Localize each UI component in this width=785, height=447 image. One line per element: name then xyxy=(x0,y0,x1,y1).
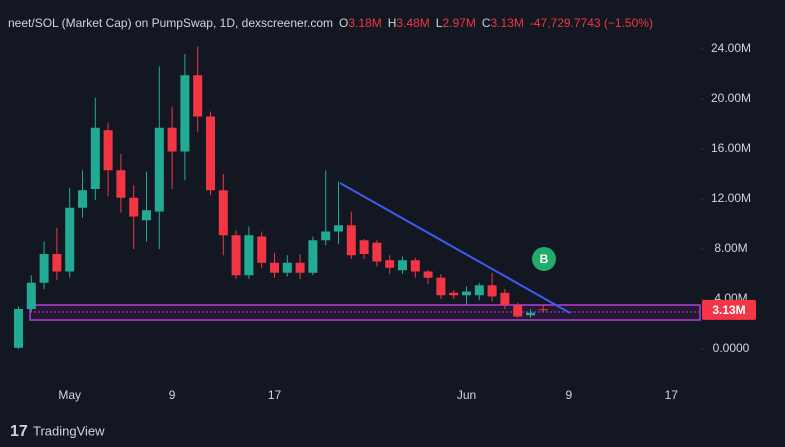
legend-key: O xyxy=(339,16,349,30)
candle-body xyxy=(513,305,523,317)
candle-body xyxy=(90,127,100,189)
candle-body xyxy=(116,170,126,198)
y-tick-label: 20.00M xyxy=(711,91,751,105)
price-label-box xyxy=(702,299,756,320)
candle-body xyxy=(26,282,36,309)
candle-body xyxy=(398,260,407,271)
candles xyxy=(14,46,548,349)
candle-body xyxy=(142,210,151,221)
candle-body xyxy=(39,254,49,283)
candle-body xyxy=(218,190,228,236)
legend-value: 3.48M xyxy=(396,16,430,30)
candle-body xyxy=(129,197,139,217)
candle-body xyxy=(526,312,535,316)
candle-body xyxy=(180,75,190,152)
candle-body xyxy=(372,242,382,262)
legend-value: 2.97M xyxy=(442,16,476,30)
candle-body xyxy=(308,240,318,273)
candle-body xyxy=(410,260,420,272)
legend-value: 3.13M xyxy=(490,16,524,30)
candle-body xyxy=(385,260,395,268)
candle-body xyxy=(487,285,497,297)
legend-key: L xyxy=(435,16,443,30)
y-tick-label: 24.00M xyxy=(711,41,751,55)
legend-key: C xyxy=(481,16,491,30)
candle-body xyxy=(206,116,215,191)
y-tick-label: 16.00M xyxy=(711,141,751,155)
x-tick-label: 9 xyxy=(566,388,573,402)
legend-key: H xyxy=(387,16,397,30)
candle-body xyxy=(334,225,343,232)
price-label: 3.13M xyxy=(712,303,745,317)
candle-body xyxy=(474,285,484,296)
candle-body xyxy=(257,236,267,263)
trend-line xyxy=(339,182,571,314)
candle-body xyxy=(423,271,433,278)
candle-body xyxy=(193,75,203,117)
candle-body xyxy=(462,291,471,296)
y-tick-label: 8.00M xyxy=(714,241,747,255)
header-title: neet/SOL (Market Cap) on PumpSwap, 1D, d… xyxy=(8,16,334,30)
brand: TradingView xyxy=(33,423,105,438)
legend-change: -47,729.7743 (−1.50%) xyxy=(529,16,653,30)
x-tick-label: 17 xyxy=(665,388,679,402)
candle-body xyxy=(436,277,446,296)
header: neet/SOL (Market Cap) on PumpSwap, 1D, d… xyxy=(8,16,653,30)
candle-body xyxy=(538,309,548,311)
candle-body xyxy=(14,309,23,348)
legend-value: 3.18M xyxy=(348,16,382,30)
candle-body xyxy=(359,240,369,254)
candle-body xyxy=(244,235,254,276)
candle-body xyxy=(231,235,241,276)
candle-body xyxy=(282,262,292,273)
candle-body xyxy=(346,225,356,256)
y-tick-label: 0.0000 xyxy=(713,341,750,355)
buy-marker-label: B xyxy=(540,252,549,266)
candle-body xyxy=(295,262,305,273)
candle-body xyxy=(103,130,113,171)
candle-body xyxy=(270,262,279,273)
brand-logo: 17 xyxy=(10,423,28,440)
candle-body xyxy=(167,127,177,152)
buy-marker xyxy=(532,247,556,271)
candle-body xyxy=(321,231,331,241)
candle-body xyxy=(65,207,75,272)
candle-body xyxy=(449,292,459,296)
candle-body xyxy=(78,190,87,208)
x-tick-label: Jun xyxy=(457,388,476,402)
candle-body xyxy=(500,292,510,306)
candle-body xyxy=(154,127,164,212)
x-tick-label: 9 xyxy=(169,388,176,402)
y-tick-label: 12.00M xyxy=(711,191,751,205)
candle-body xyxy=(52,254,62,272)
x-tick-label: 17 xyxy=(268,388,282,402)
x-tick-label: May xyxy=(58,388,81,402)
